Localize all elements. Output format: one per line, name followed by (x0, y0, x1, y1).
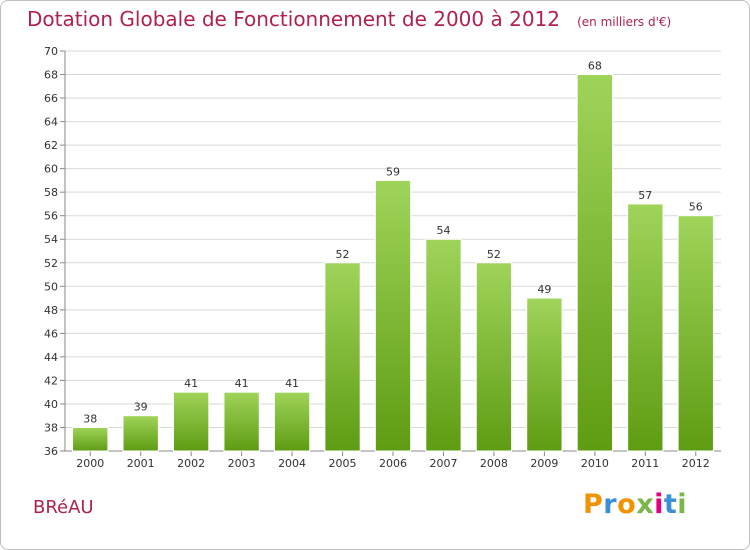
y-tick-label: 60 (44, 163, 58, 176)
x-tick-label: 2000 (76, 457, 104, 470)
y-tick-label: 64 (44, 116, 58, 129)
y-tick-label: 38 (44, 421, 58, 434)
logo-letter: i (654, 489, 664, 520)
bar-2010 (576, 74, 614, 452)
x-tick-label: 2006 (379, 457, 407, 470)
data-label: 68 (588, 60, 602, 73)
bar-2008 (475, 262, 513, 452)
y-tick-label: 44 (44, 351, 58, 364)
bar-2006 (374, 179, 412, 452)
logo-letter: t (663, 489, 678, 520)
bar-2001 (122, 415, 159, 452)
y-tick-label: 52 (44, 257, 58, 270)
y-tick-label: 56 (44, 210, 58, 223)
y-tick-label: 62 (44, 139, 58, 152)
data-label: 56 (689, 201, 703, 214)
x-tick-label: 2003 (228, 457, 256, 470)
x-tick-label: 2010 (581, 457, 609, 470)
x-tick-label: 2007 (429, 457, 457, 470)
bar-2004 (273, 391, 311, 452)
data-label: 41 (285, 377, 299, 390)
bar-2007 (425, 238, 462, 452)
commune-name: BRéAU (33, 497, 94, 518)
y-tick-label: 50 (44, 280, 58, 293)
chart-title: Dotation Globale de Fonctionnement de 20… (27, 7, 671, 31)
y-tick-label: 42 (44, 374, 58, 387)
data-label: 57 (638, 189, 652, 202)
bar-2012 (677, 215, 714, 452)
y-tick-label: 36 (44, 445, 58, 458)
data-label: 52 (487, 248, 501, 261)
y-tick-label: 46 (44, 327, 58, 340)
x-tick-label: 2008 (480, 457, 508, 470)
x-tick-label: 2004 (278, 457, 306, 470)
x-tick-label: 2012 (682, 457, 710, 470)
y-tick-label: 58 (44, 186, 58, 199)
x-tick-label: 2011 (631, 457, 659, 470)
bar-2003 (223, 391, 260, 452)
y-tick-label: 70 (44, 45, 58, 58)
data-label: 39 (134, 401, 148, 414)
logo-letter: o (617, 489, 637, 520)
labels: 2000 38 2001 39 2002 41 2003 41 2004 41 2005 52 2006… (76, 60, 710, 470)
chart-title-main: Dotation Globale de Fonctionnement de 20… (27, 7, 560, 31)
data-label: 41 (235, 377, 249, 390)
x-tick-label: 2005 (329, 457, 357, 470)
data-label: 49 (537, 283, 551, 296)
data-label: 41 (184, 377, 198, 390)
y-tick-label: 40 (44, 398, 58, 411)
data-label: 59 (386, 165, 400, 178)
y-tick-label: 48 (44, 304, 58, 317)
x-tick-label: 2009 (530, 457, 558, 470)
logo-letter: x (636, 489, 655, 520)
bar-2011 (627, 203, 664, 452)
y-tick-label: 54 (44, 233, 58, 246)
logo-letter: P (583, 489, 604, 520)
data-label: 54 (436, 224, 450, 237)
bar-2009 (526, 297, 563, 452)
x-tick-label: 2002 (177, 457, 205, 470)
x-tick-label: 2001 (127, 457, 155, 470)
data-label: 38 (83, 412, 97, 425)
logo-letter: r (603, 489, 618, 520)
y-tick-label: 66 (44, 92, 58, 105)
logo-letter: i (677, 489, 688, 520)
bars (72, 74, 714, 452)
data-label: 52 (336, 248, 350, 261)
bar-2000 (72, 426, 109, 452)
bar-2002 (172, 391, 210, 452)
proxiti-logo: Proxiti (583, 489, 687, 520)
chart-title-unit: (en milliers d'€) (577, 15, 672, 29)
y-tick-label: 68 (44, 69, 58, 82)
bar-2005 (324, 262, 361, 452)
